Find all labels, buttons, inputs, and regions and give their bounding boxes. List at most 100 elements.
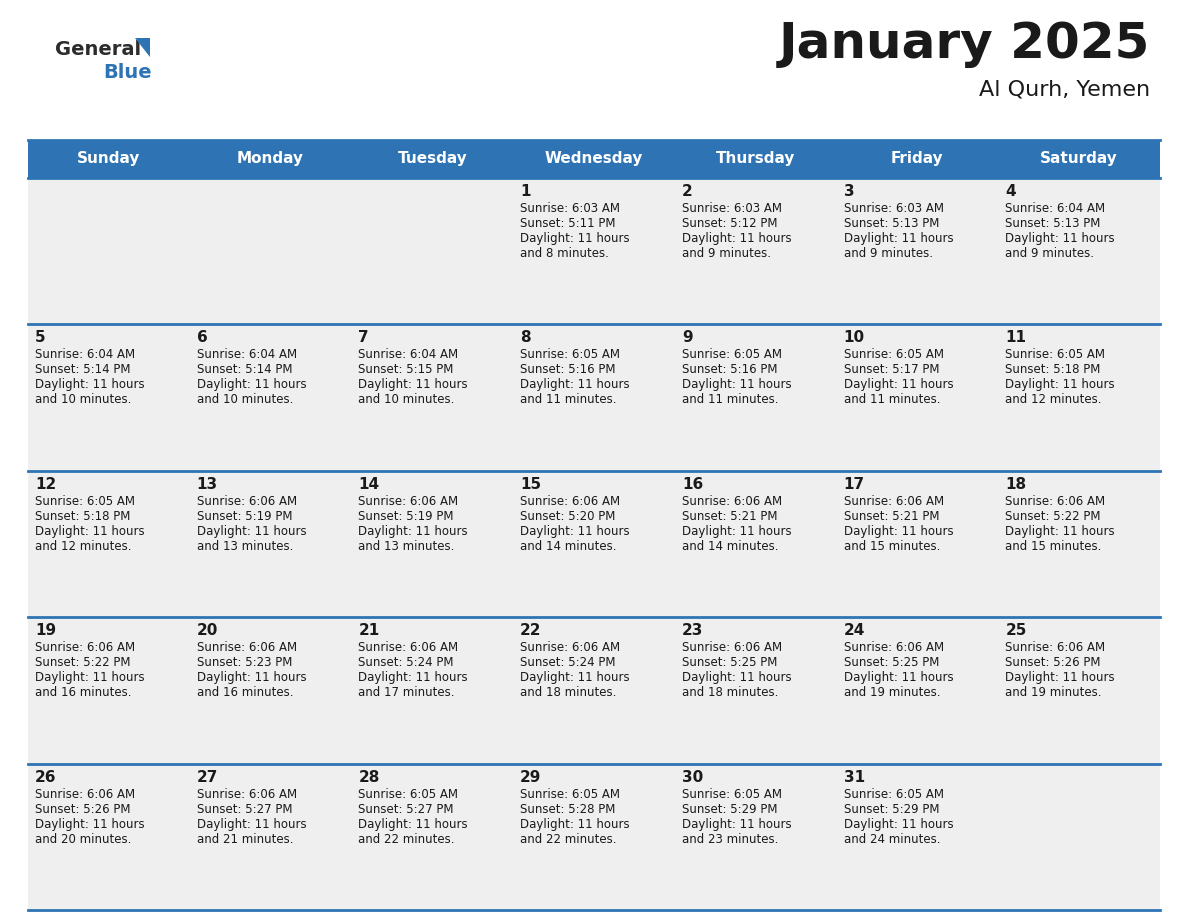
Text: 5: 5 xyxy=(34,330,45,345)
Text: and 24 minutes.: and 24 minutes. xyxy=(843,833,940,845)
Text: Sunset: 5:26 PM: Sunset: 5:26 PM xyxy=(1005,656,1101,669)
Text: and 14 minutes.: and 14 minutes. xyxy=(520,540,617,553)
Text: 2: 2 xyxy=(682,184,693,199)
Bar xyxy=(352,324,513,471)
Text: 18: 18 xyxy=(1005,476,1026,492)
Text: 31: 31 xyxy=(843,769,865,785)
Bar xyxy=(352,617,513,764)
Text: Sunrise: 6:06 AM: Sunrise: 6:06 AM xyxy=(197,641,297,655)
Text: and 10 minutes.: and 10 minutes. xyxy=(197,394,293,407)
Text: and 17 minutes.: and 17 minutes. xyxy=(359,686,455,700)
Bar xyxy=(190,324,352,471)
Text: and 22 minutes.: and 22 minutes. xyxy=(359,833,455,845)
Bar xyxy=(513,764,675,910)
Text: Daylight: 11 hours: Daylight: 11 hours xyxy=(520,671,630,684)
Text: Saturday: Saturday xyxy=(1041,151,1118,166)
Text: Daylight: 11 hours: Daylight: 11 hours xyxy=(34,818,145,831)
Text: Sunrise: 6:05 AM: Sunrise: 6:05 AM xyxy=(843,788,943,800)
Text: 22: 22 xyxy=(520,623,542,638)
Text: 14: 14 xyxy=(359,476,379,492)
Bar xyxy=(352,178,513,324)
Text: Sunrise: 6:05 AM: Sunrise: 6:05 AM xyxy=(520,788,620,800)
Bar xyxy=(513,617,675,764)
Text: 3: 3 xyxy=(843,184,854,199)
Text: 27: 27 xyxy=(197,769,219,785)
Text: and 10 minutes.: and 10 minutes. xyxy=(359,394,455,407)
Text: Sunrise: 6:04 AM: Sunrise: 6:04 AM xyxy=(1005,202,1105,215)
Text: Sunset: 5:28 PM: Sunset: 5:28 PM xyxy=(520,802,615,815)
Text: Sunrise: 6:05 AM: Sunrise: 6:05 AM xyxy=(843,349,943,362)
Text: Sunrise: 6:06 AM: Sunrise: 6:06 AM xyxy=(197,788,297,800)
Text: Sunrise: 6:06 AM: Sunrise: 6:06 AM xyxy=(520,641,620,655)
Text: Sunday: Sunday xyxy=(77,151,140,166)
Bar xyxy=(352,140,513,178)
Text: Sunset: 5:21 PM: Sunset: 5:21 PM xyxy=(843,509,939,522)
Text: 12: 12 xyxy=(34,476,56,492)
Text: Sunset: 5:27 PM: Sunset: 5:27 PM xyxy=(359,802,454,815)
Text: Daylight: 11 hours: Daylight: 11 hours xyxy=(682,378,791,391)
Text: Sunset: 5:22 PM: Sunset: 5:22 PM xyxy=(1005,509,1101,522)
Text: Daylight: 11 hours: Daylight: 11 hours xyxy=(34,525,145,538)
Text: 29: 29 xyxy=(520,769,542,785)
Text: Sunrise: 6:05 AM: Sunrise: 6:05 AM xyxy=(682,788,782,800)
Text: Sunrise: 6:04 AM: Sunrise: 6:04 AM xyxy=(197,349,297,362)
Text: Daylight: 11 hours: Daylight: 11 hours xyxy=(1005,378,1114,391)
Text: 11: 11 xyxy=(1005,330,1026,345)
Text: and 18 minutes.: and 18 minutes. xyxy=(520,686,617,700)
Text: 8: 8 xyxy=(520,330,531,345)
Bar xyxy=(352,764,513,910)
Text: Sunrise: 6:06 AM: Sunrise: 6:06 AM xyxy=(682,641,782,655)
Bar xyxy=(29,764,190,910)
Text: Sunrise: 6:03 AM: Sunrise: 6:03 AM xyxy=(520,202,620,215)
Bar xyxy=(29,617,190,764)
Text: Sunrise: 6:05 AM: Sunrise: 6:05 AM xyxy=(34,495,135,508)
Text: Daylight: 11 hours: Daylight: 11 hours xyxy=(197,525,307,538)
Text: Daylight: 11 hours: Daylight: 11 hours xyxy=(520,525,630,538)
Text: and 10 minutes.: and 10 minutes. xyxy=(34,394,132,407)
Text: 15: 15 xyxy=(520,476,542,492)
Text: 25: 25 xyxy=(1005,623,1026,638)
Text: Sunset: 5:18 PM: Sunset: 5:18 PM xyxy=(34,509,131,522)
Polygon shape xyxy=(135,38,150,57)
Text: Daylight: 11 hours: Daylight: 11 hours xyxy=(520,818,630,831)
Text: 17: 17 xyxy=(843,476,865,492)
Text: Daylight: 11 hours: Daylight: 11 hours xyxy=(843,818,953,831)
Text: 6: 6 xyxy=(197,330,208,345)
Bar xyxy=(998,178,1159,324)
Text: Daylight: 11 hours: Daylight: 11 hours xyxy=(682,525,791,538)
Text: and 23 minutes.: and 23 minutes. xyxy=(682,833,778,845)
Text: and 22 minutes.: and 22 minutes. xyxy=(520,833,617,845)
Text: Daylight: 11 hours: Daylight: 11 hours xyxy=(1005,671,1114,684)
Text: Daylight: 11 hours: Daylight: 11 hours xyxy=(359,818,468,831)
Text: Sunrise: 6:06 AM: Sunrise: 6:06 AM xyxy=(197,495,297,508)
Text: 30: 30 xyxy=(682,769,703,785)
Text: and 19 minutes.: and 19 minutes. xyxy=(1005,686,1101,700)
Text: Daylight: 11 hours: Daylight: 11 hours xyxy=(359,525,468,538)
Bar xyxy=(675,617,836,764)
Bar xyxy=(998,324,1159,471)
Text: and 8 minutes.: and 8 minutes. xyxy=(520,247,609,260)
Text: Wednesday: Wednesday xyxy=(545,151,643,166)
Text: 16: 16 xyxy=(682,476,703,492)
Bar xyxy=(675,178,836,324)
Text: Daylight: 11 hours: Daylight: 11 hours xyxy=(359,378,468,391)
Text: 26: 26 xyxy=(34,769,57,785)
Bar xyxy=(29,178,190,324)
Text: 28: 28 xyxy=(359,769,380,785)
Text: Sunset: 5:25 PM: Sunset: 5:25 PM xyxy=(682,656,777,669)
Bar xyxy=(998,140,1159,178)
Text: and 11 minutes.: and 11 minutes. xyxy=(520,394,617,407)
Text: and 12 minutes.: and 12 minutes. xyxy=(34,540,132,553)
Bar xyxy=(836,471,998,617)
Text: General: General xyxy=(55,40,141,59)
Text: Daylight: 11 hours: Daylight: 11 hours xyxy=(843,525,953,538)
Text: Sunset: 5:15 PM: Sunset: 5:15 PM xyxy=(359,364,454,376)
Text: Sunrise: 6:03 AM: Sunrise: 6:03 AM xyxy=(843,202,943,215)
Text: and 16 minutes.: and 16 minutes. xyxy=(34,686,132,700)
Text: January 2025: January 2025 xyxy=(778,20,1150,68)
Text: Daylight: 11 hours: Daylight: 11 hours xyxy=(682,818,791,831)
Text: and 19 minutes.: and 19 minutes. xyxy=(843,686,940,700)
Text: and 15 minutes.: and 15 minutes. xyxy=(843,540,940,553)
Text: Thursday: Thursday xyxy=(716,151,796,166)
Text: 20: 20 xyxy=(197,623,219,638)
